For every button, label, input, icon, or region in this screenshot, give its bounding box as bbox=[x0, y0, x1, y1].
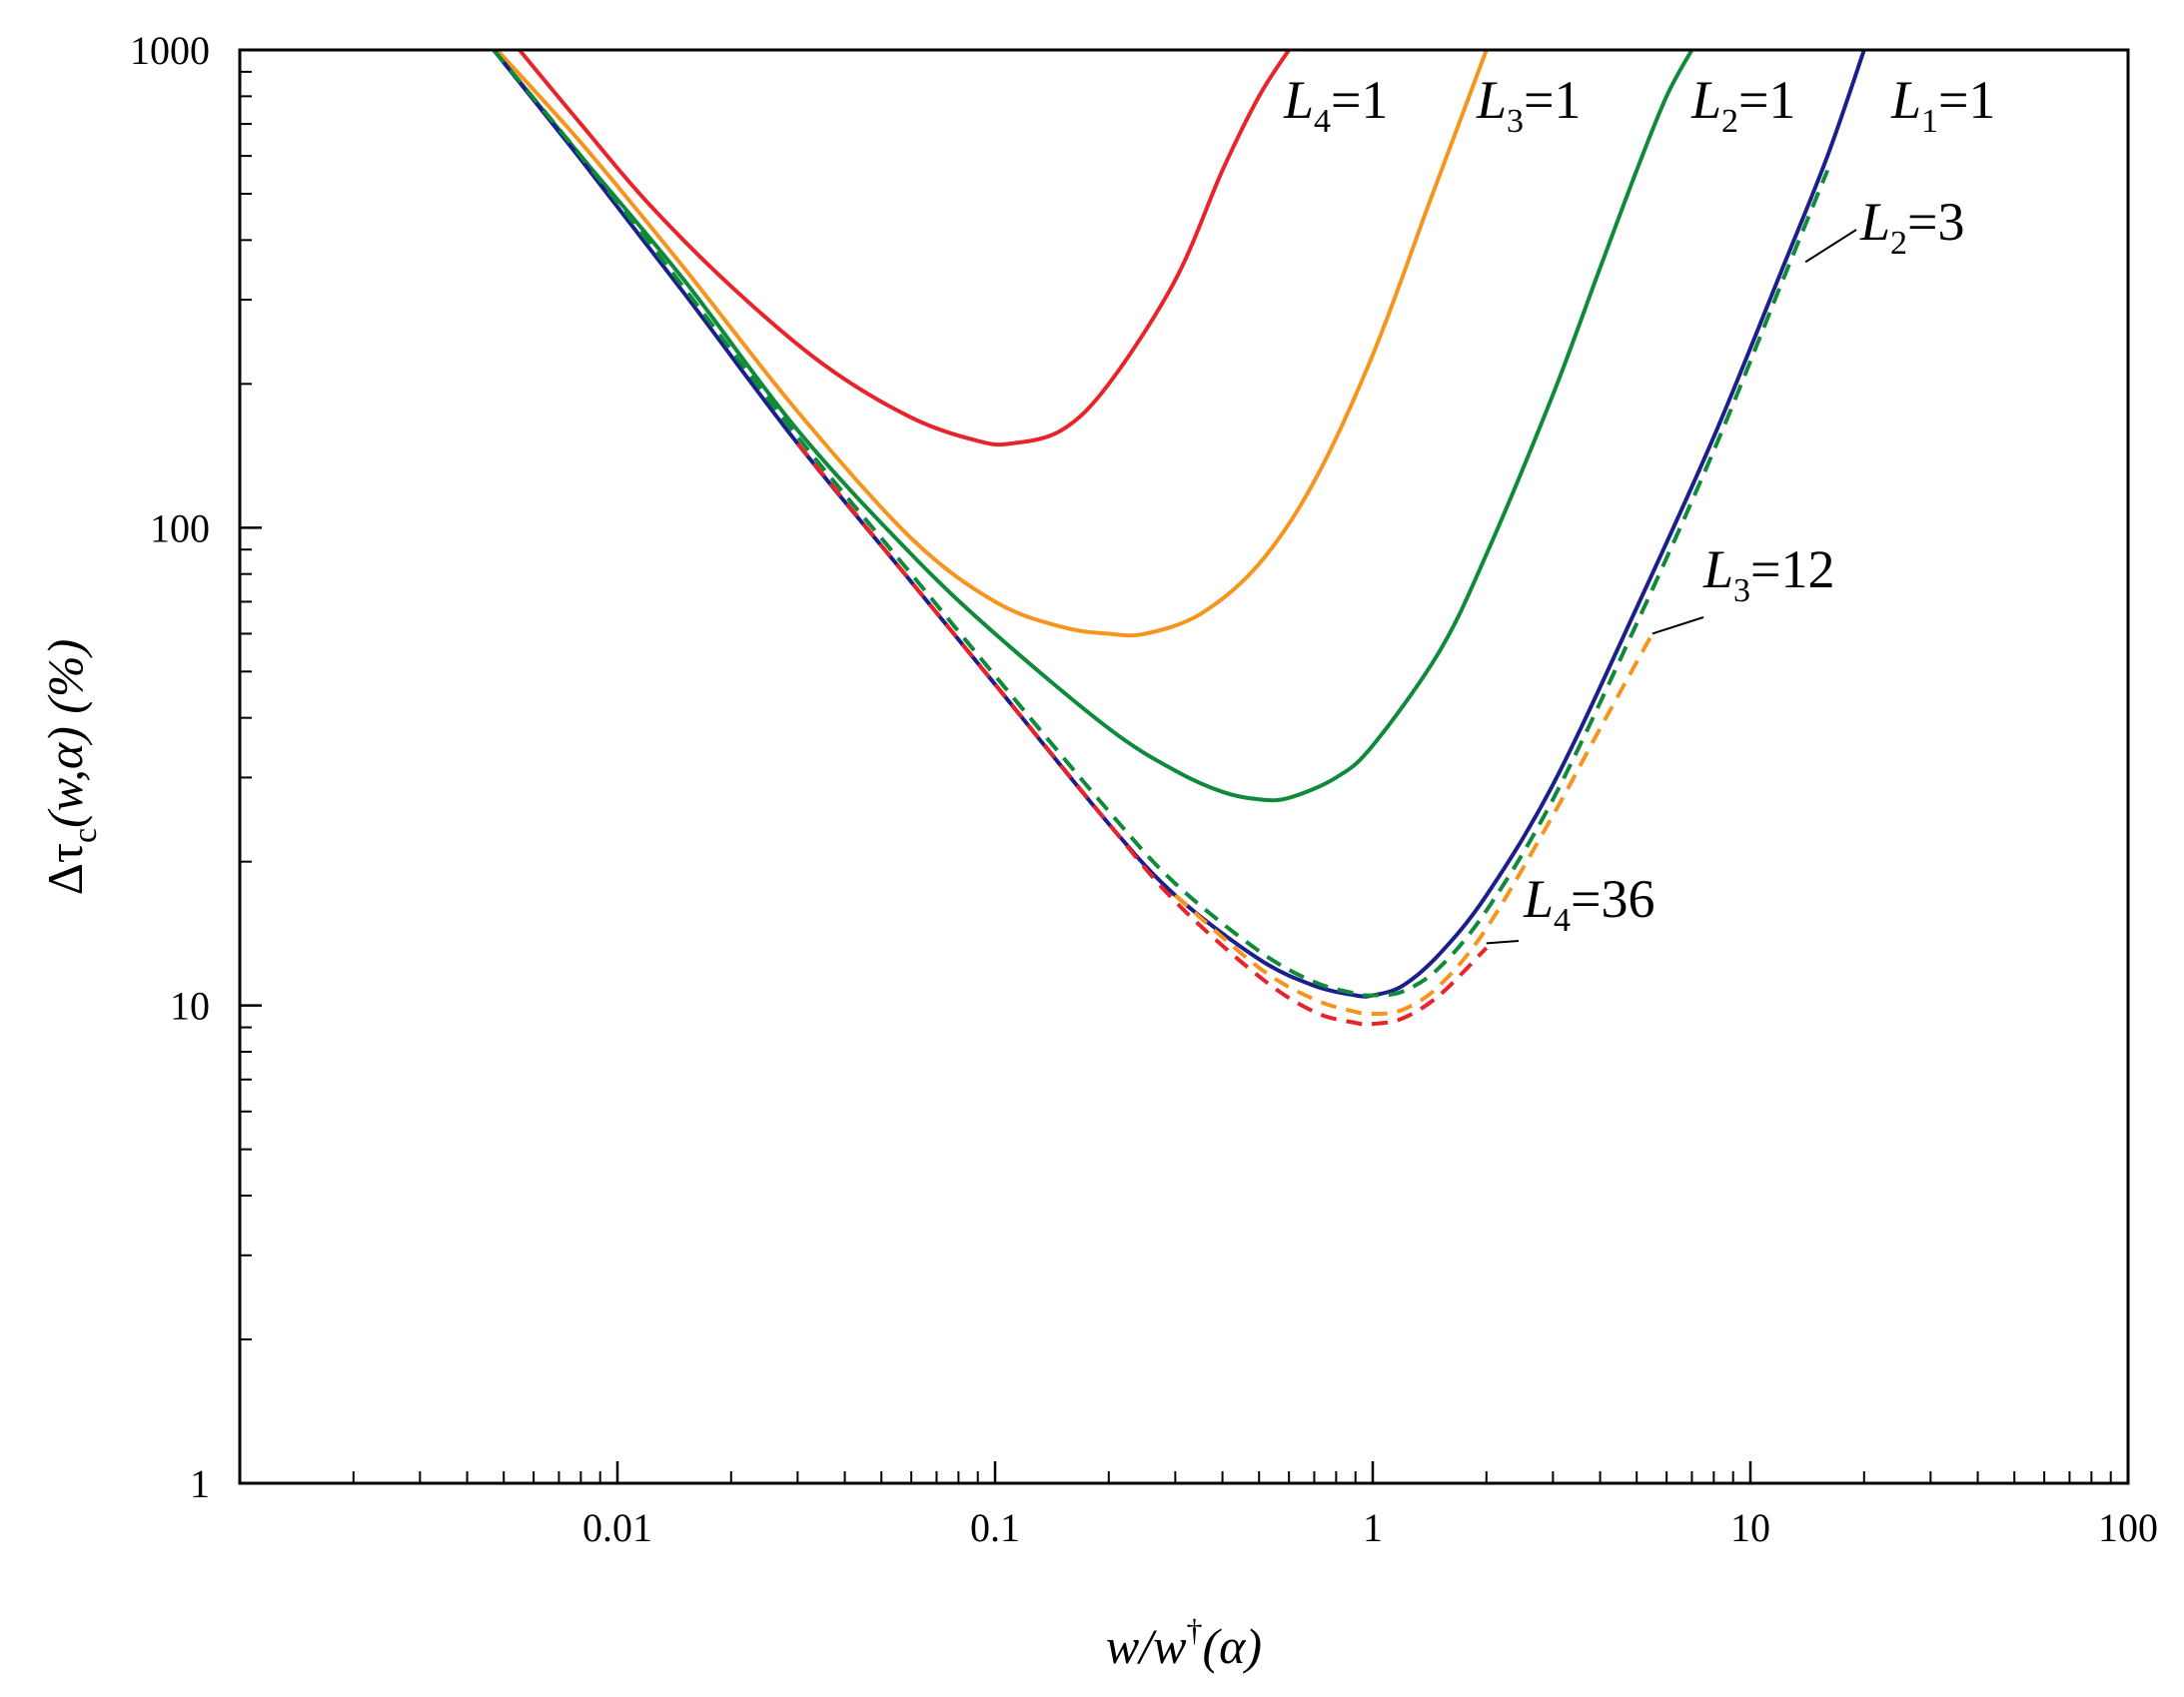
minor-ticks bbox=[240, 70, 2112, 1483]
series-line-l1-1 bbox=[492, 50, 1866, 999]
annotation-l4-1: L4=1 bbox=[1283, 70, 1389, 140]
series-line-l4-1 bbox=[517, 50, 1292, 447]
x-axis-title: w/w†(α) bbox=[1106, 1612, 1262, 1674]
annotation-leader-line bbox=[1486, 940, 1520, 945]
y-tick-label: 10 bbox=[170, 984, 210, 1029]
annotation-l2-1: L2=1 bbox=[1690, 70, 1796, 140]
annotation-leader-line bbox=[1651, 616, 1704, 635]
series-line-l3-12 bbox=[1174, 632, 1654, 1017]
series-layer bbox=[492, 50, 1866, 1027]
x-tick-label: 1 bbox=[1363, 1505, 1383, 1550]
y-tick-label: 1000 bbox=[130, 28, 210, 73]
y-tick-label: 1 bbox=[190, 1461, 210, 1506]
annotation-l1-1: L1=1 bbox=[1890, 70, 1996, 140]
annotation-leader-line bbox=[1804, 229, 1857, 264]
annotation-l3-12: L3=12 bbox=[1702, 539, 1835, 609]
annotation-l2-3: L2=3 bbox=[1859, 192, 1965, 262]
annotation-l3-1: L3=1 bbox=[1476, 70, 1582, 140]
y-axis-title: Δτc(w,α) (%) bbox=[37, 639, 104, 895]
y-tick-label: 100 bbox=[150, 505, 210, 550]
x-tick-label: 100 bbox=[2098, 1505, 2158, 1550]
x-tick-label: 10 bbox=[1730, 1505, 1770, 1550]
series-line-l2-3 bbox=[492, 50, 1830, 998]
x-tick-label: 0.01 bbox=[582, 1505, 652, 1550]
series-line-l4-36 bbox=[795, 441, 1489, 1027]
annotation-l4-36: L4=36 bbox=[1523, 869, 1655, 939]
series-line-l3-1 bbox=[495, 50, 1489, 638]
series-line-l2-1 bbox=[492, 50, 1694, 803]
plot-frame bbox=[238, 48, 2130, 1485]
leader-lines bbox=[1486, 229, 1857, 945]
x-tick-label: 0.1 bbox=[970, 1505, 1020, 1550]
tick-labels: 0.01 0.1 1 10 100 1 10 100 1000 bbox=[130, 28, 2158, 1550]
